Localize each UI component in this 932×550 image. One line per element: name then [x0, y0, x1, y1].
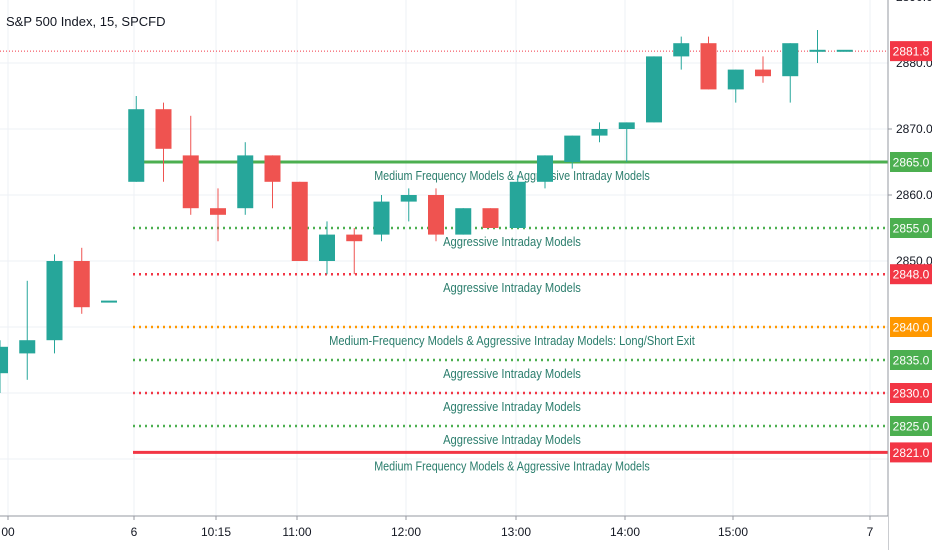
candle-body: [455, 208, 472, 235]
candle-body: [73, 261, 90, 308]
level-annotation: Aggressive Intraday Models: [443, 234, 581, 249]
candle-body: [564, 135, 581, 162]
candle-body: [591, 129, 608, 136]
price-tick-label: 2870.0: [896, 122, 932, 136]
candle-body: [727, 69, 744, 90]
time-tick-label: 13:00: [501, 525, 531, 539]
price-label-text: 2821.0: [893, 446, 930, 460]
level-annotation: Aggressive Intraday Models: [443, 399, 581, 414]
candle-body: [673, 43, 690, 57]
candles: [0, 30, 853, 393]
candle-body: [809, 49, 826, 52]
time-tick-label: 6: [131, 525, 138, 539]
price-label-text: 2881.8: [893, 45, 930, 59]
time-axis: 00 6 10:15 11:00 12:00 13:00 14:00 15:00 7: [0, 515, 888, 550]
candle-body: [19, 340, 36, 354]
price-label-box: [890, 317, 932, 337]
price-label-text: 2840.0: [893, 321, 930, 335]
chart-title: S&P 500 Index, 15, SPCFD: [6, 14, 166, 29]
candle-body: [482, 208, 499, 228]
price-label-box: [890, 264, 932, 285]
price-tick-label: 2860.0: [896, 188, 932, 202]
time-tick-label: 10:15: [201, 525, 231, 539]
level-annotation: Aggressive Intraday Models: [443, 366, 581, 381]
candle-body: [291, 181, 308, 261]
candle-body: [101, 300, 117, 303]
level-annotation: Medium Frequency Models & Aggressive Int…: [374, 458, 650, 473]
price-label-box: [890, 41, 932, 62]
candle-body: [346, 234, 363, 242]
candle-body: [46, 261, 63, 341]
price-label-box: [890, 442, 932, 463]
candle-body: [755, 69, 771, 77]
price-label-box: [890, 383, 932, 403]
price-label-text: 2865.0: [893, 156, 930, 170]
candle-body: [264, 155, 281, 182]
level-annotation: Aggressive Intraday Models: [443, 432, 581, 447]
price-label-text: 2825.0: [893, 420, 930, 434]
candle-body: [0, 346, 8, 374]
candle-body: [182, 155, 199, 209]
candle-body: [537, 155, 553, 182]
price-label-text: 2855.0: [893, 222, 930, 236]
candle-body: [155, 109, 172, 149]
level-annotation: Aggressive Intraday Models: [443, 280, 581, 295]
candle-body: [646, 56, 662, 123]
candle-body: [400, 195, 417, 202]
level-lines: Medium Frequency Models & Aggressive Int…: [0, 50, 888, 473]
candle-body: [836, 49, 853, 52]
candle-body: [618, 122, 635, 129]
level-annotation: Medium Frequency Models & Aggressive Int…: [374, 168, 650, 183]
candle-body: [700, 43, 717, 90]
time-tick-label: 12:00: [391, 525, 421, 539]
price-label-text: 2830.0: [893, 387, 930, 401]
level-annotation: Medium-Frequency Models & Aggressive Int…: [329, 333, 695, 348]
candle-body: [509, 181, 526, 228]
time-tick-label: 7: [867, 525, 874, 539]
price-label-box: [890, 218, 932, 238]
time-tick-label: 11:00: [282, 525, 311, 539]
time-tick-label: 15:00: [718, 525, 748, 539]
time-tick-label: 14:00: [610, 525, 640, 539]
price-label-text: 2835.0: [893, 354, 930, 368]
candle-body: [210, 208, 226, 215]
candle-body: [319, 234, 335, 261]
price-label-box: [890, 152, 932, 172]
price-label-box: [890, 350, 932, 370]
time-axis-bg: [0, 516, 888, 550]
candle-body: [128, 109, 145, 182]
candle-body: [782, 43, 799, 77]
price-label-box: [890, 416, 932, 436]
time-tick-label: 00: [1, 525, 15, 539]
price-label-text: 2848.0: [893, 268, 930, 282]
candle-body: [373, 201, 390, 235]
price-tick-label: 2890.0: [896, 0, 932, 4]
candle-body: [237, 155, 254, 209]
candle-body: [428, 195, 444, 235]
price-axis: 2860.02870.02890.02850.02880.02881.82865…: [887, 0, 932, 550]
